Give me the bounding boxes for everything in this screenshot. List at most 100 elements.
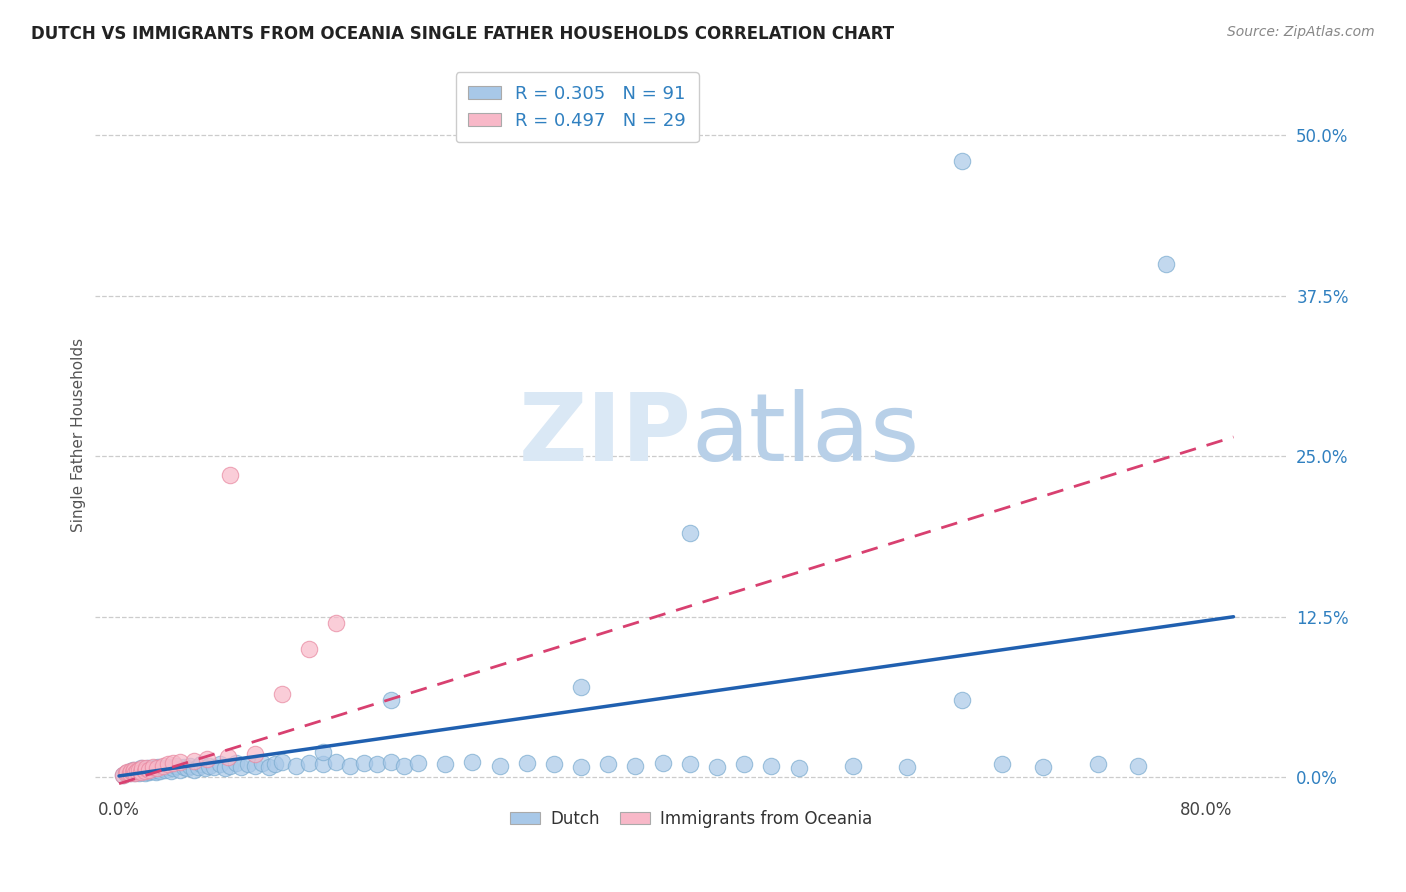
Point: [842, 758, 865, 772]
Point: [380, 693, 402, 707]
Point: [1087, 757, 1109, 772]
Point: [112, 767, 135, 781]
Point: [366, 757, 388, 772]
Point: [125, 765, 148, 780]
Point: [516, 756, 538, 771]
Point: [225, 756, 247, 771]
Point: [214, 761, 236, 775]
Point: [569, 760, 592, 774]
Point: [165, 758, 187, 772]
Point: [122, 763, 145, 777]
Point: [122, 766, 145, 780]
Point: [139, 763, 162, 777]
Point: [136, 761, 159, 775]
Point: [257, 760, 280, 774]
Point: [176, 761, 198, 775]
Point: [129, 761, 152, 775]
Point: [353, 756, 375, 771]
Point: [121, 763, 143, 777]
Point: [124, 764, 146, 778]
Point: [271, 687, 294, 701]
Point: [183, 763, 205, 777]
Point: [120, 764, 142, 778]
Point: [190, 757, 212, 772]
Point: [243, 747, 266, 761]
Point: [202, 760, 225, 774]
Point: [197, 758, 219, 772]
Point: [128, 763, 150, 777]
Point: [733, 757, 755, 772]
Text: Source: ZipAtlas.com: Source: ZipAtlas.com: [1227, 25, 1375, 39]
Point: [114, 766, 136, 780]
Point: [121, 765, 143, 780]
Point: [243, 758, 266, 772]
Point: [148, 760, 170, 774]
Point: [219, 468, 242, 483]
Point: [271, 755, 294, 769]
Point: [325, 616, 347, 631]
Y-axis label: Single Father Households: Single Father Households: [72, 338, 86, 533]
Point: [152, 758, 174, 772]
Point: [127, 763, 149, 777]
Point: [118, 766, 141, 780]
Point: [129, 764, 152, 778]
Point: [219, 758, 242, 772]
Text: atlas: atlas: [692, 389, 920, 481]
Text: DUTCH VS IMMIGRANTS FROM OCEANIA SINGLE FATHER HOUSEHOLDS CORRELATION CHART: DUTCH VS IMMIGRANTS FROM OCEANIA SINGLE …: [31, 25, 894, 43]
Point: [284, 758, 307, 772]
Point: [162, 761, 184, 775]
Point: [135, 764, 157, 778]
Point: [195, 752, 218, 766]
Point: [135, 761, 157, 775]
Point: [250, 756, 273, 771]
Point: [138, 763, 160, 777]
Point: [142, 764, 165, 778]
Point: [156, 760, 179, 774]
Legend: Dutch, Immigrants from Oceania: Dutch, Immigrants from Oceania: [503, 803, 879, 834]
Point: [339, 758, 361, 772]
Point: [461, 755, 484, 769]
Point: [117, 765, 139, 780]
Text: ZIP: ZIP: [519, 389, 692, 481]
Point: [950, 693, 973, 707]
Point: [312, 757, 335, 772]
Point: [121, 765, 143, 780]
Point: [264, 757, 287, 772]
Point: [380, 755, 402, 769]
Point: [131, 761, 153, 775]
Point: [134, 764, 156, 778]
Point: [146, 763, 169, 777]
Point: [134, 766, 156, 780]
Point: [124, 766, 146, 780]
Point: [142, 760, 165, 774]
Point: [118, 766, 141, 780]
Point: [146, 761, 169, 775]
Point: [1154, 257, 1177, 271]
Point: [624, 758, 647, 772]
Point: [434, 757, 457, 772]
Point: [598, 757, 620, 772]
Point: [325, 755, 347, 769]
Point: [115, 765, 138, 780]
Point: [169, 763, 191, 777]
Point: [1032, 760, 1054, 774]
Point: [569, 681, 592, 695]
Point: [114, 766, 136, 780]
Point: [298, 756, 321, 771]
Point: [298, 641, 321, 656]
Point: [149, 764, 172, 778]
Point: [138, 765, 160, 780]
Point: [162, 756, 184, 771]
Point: [651, 756, 673, 771]
Point: [112, 767, 135, 781]
Point: [194, 761, 217, 775]
Point: [706, 760, 728, 774]
Point: [231, 760, 253, 774]
Point: [156, 757, 179, 772]
Point: [543, 757, 565, 772]
Point: [129, 765, 152, 780]
Point: [145, 765, 167, 780]
Point: [236, 757, 259, 772]
Point: [1128, 758, 1150, 772]
Point: [406, 756, 429, 771]
